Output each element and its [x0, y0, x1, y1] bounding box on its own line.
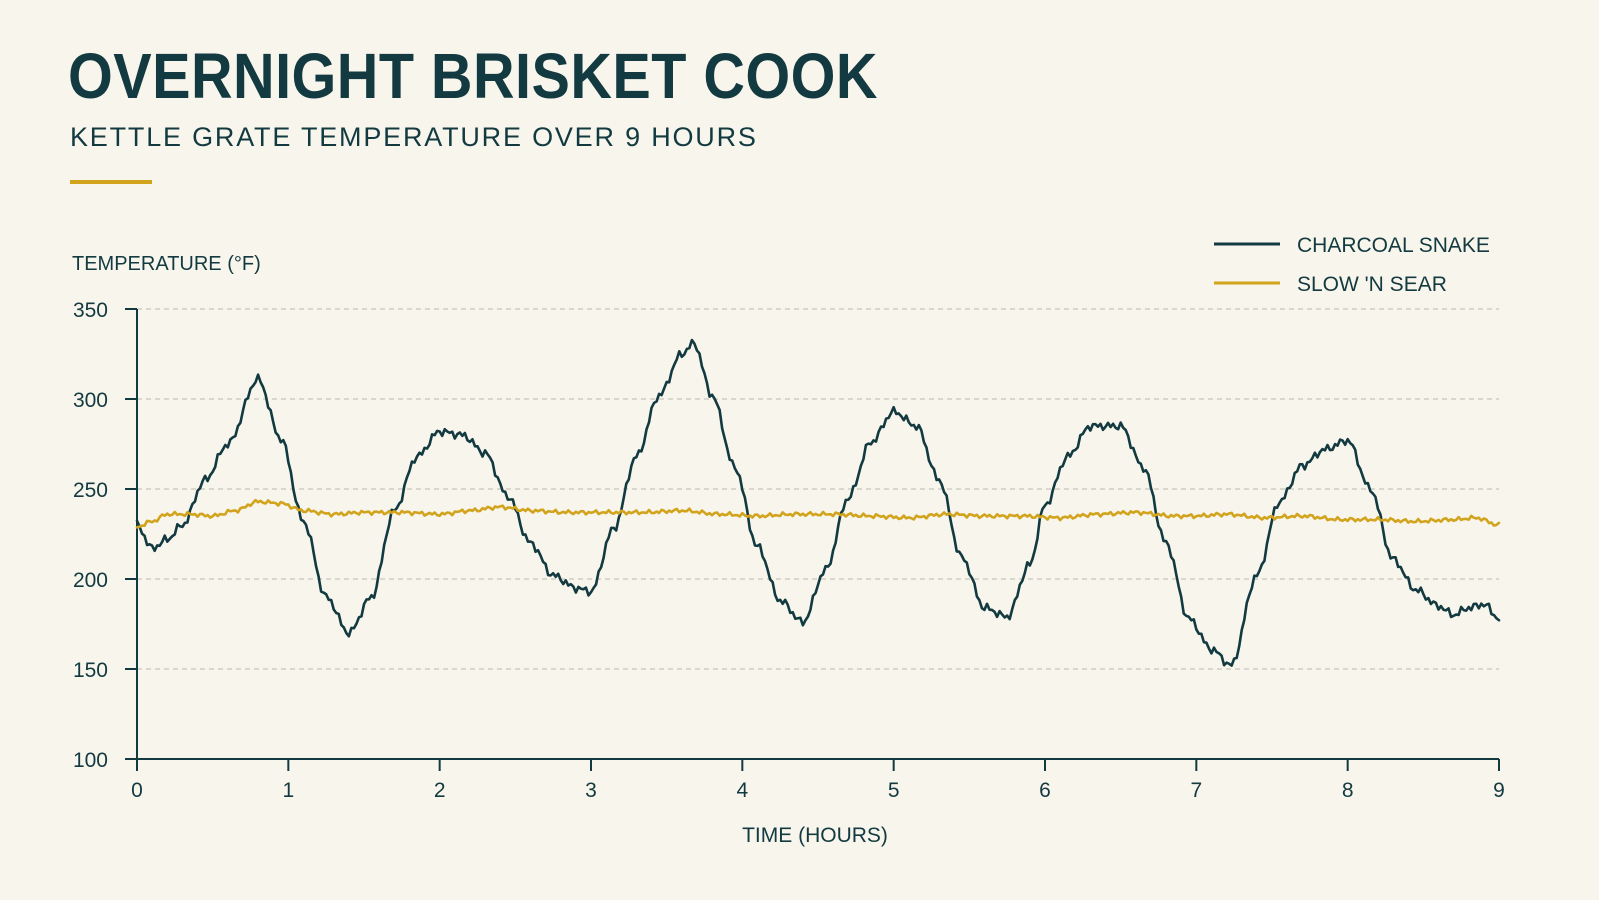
chart-title: OVERNIGHT BRISKET COOK [68, 40, 878, 112]
y-tick-label: 100 [73, 749, 108, 772]
x-tick-label: 1 [282, 779, 294, 802]
legend-label-charcoal-snake: CHARCOAL SNAKE [1297, 234, 1490, 257]
x-tick-label: 7 [1190, 779, 1202, 802]
x-tick-label: 9 [1493, 779, 1505, 802]
chart-subtitle: KETTLE GRATE TEMPERATURE OVER 9 HOURS [70, 122, 758, 152]
series-line-slow-n-sear [135, 498, 1501, 529]
x-tick-label: 3 [585, 779, 597, 802]
axes: 100 150 200 250 300 350 0 1 2 3 4 5 6 7 8 9 [73, 299, 1505, 802]
x-tick-label: 2 [434, 779, 446, 802]
x-tick-label: 6 [1039, 779, 1051, 802]
y-tick-label: 200 [73, 569, 108, 592]
x-axis-label: TIME (HOURS) [742, 824, 888, 847]
y-tick-label: 250 [73, 479, 108, 502]
legend: CHARCOAL SNAKE SLOW 'N SEAR [1214, 234, 1490, 296]
series-line-charcoal-snake [135, 338, 1501, 667]
title-accent-rule [70, 180, 152, 184]
gridlines [137, 308, 1499, 670]
y-tick-label: 300 [73, 389, 108, 412]
y-axis-label: TEMPERATURE (°F) [72, 253, 261, 275]
y-tick-label: 150 [73, 659, 108, 682]
legend-item-charcoal-snake: CHARCOAL SNAKE [1214, 234, 1490, 257]
legend-label-slow-n-sear: SLOW 'N SEAR [1297, 273, 1447, 296]
x-tick-label: 8 [1342, 779, 1354, 802]
plot-area [135, 338, 1501, 667]
x-tick-label: 5 [888, 779, 900, 802]
x-tick-label: 0 [131, 779, 143, 802]
y-tick-label: 350 [73, 299, 108, 322]
legend-item-slow-n-sear: SLOW 'N SEAR [1214, 273, 1447, 296]
x-tick-label: 4 [736, 779, 748, 802]
